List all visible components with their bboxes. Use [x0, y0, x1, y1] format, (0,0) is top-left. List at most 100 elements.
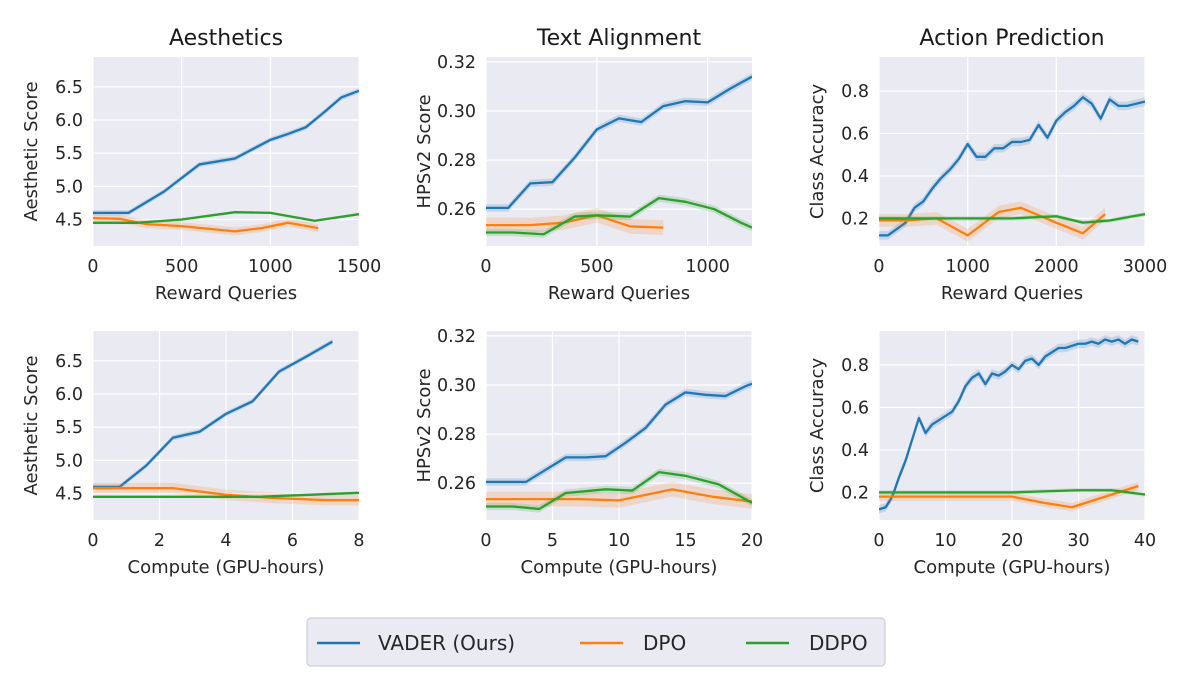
chart-title: Aesthetics	[169, 26, 283, 51]
series-line-ddpo	[486, 196, 752, 236]
x-tick-label: 1000	[945, 257, 990, 277]
y-tick-label: 0.4	[841, 441, 869, 461]
y-tick-label: 0.8	[841, 356, 869, 376]
series-line-dpo	[879, 206, 1106, 237]
x-tick-label: 4	[220, 531, 231, 551]
series-band-dpo	[879, 201, 1106, 242]
x-tick-label: 1500	[337, 257, 382, 277]
x-tick-label: 15	[674, 531, 696, 551]
x-axis-label: Reward Queries	[155, 283, 297, 304]
y-tick-label: 0.32	[437, 53, 476, 73]
chart-panel-5: 0 5 10 15 20 0.26 0.28 0.30 0.32 Compute (GPU-hou…	[414, 327, 763, 578]
chart-panel-1: 0 500 1000 1500 4.5 5.0 5.5 6.0 6.5 Aesthetics Rew…	[21, 26, 381, 304]
x-tick-label: 2000	[1034, 257, 1079, 277]
series-line-dpo	[93, 487, 359, 502]
x-axis-label: Compute (GPU-hours)	[914, 557, 1111, 578]
series-band-vader	[93, 338, 333, 490]
series-line-vader	[93, 89, 359, 214]
y-axis-label: HPSv2 Score	[414, 368, 435, 482]
y-tick-label: 6.5	[55, 352, 83, 372]
chart-panel-2: 0 500 1000 0.26 0.28 0.30 0.32 Text Alignment Re…	[414, 26, 752, 304]
y-tick-label: 0.30	[437, 376, 476, 396]
series-line-vader	[486, 382, 752, 484]
x-axis-label: Reward Queries	[548, 283, 690, 304]
y-axis-label: Class Accuracy	[807, 358, 828, 494]
legend-label-vader: VADER (Ours)	[378, 631, 515, 655]
x-axis-label: Reward Queries	[941, 283, 1083, 304]
x-tick-label: 0	[480, 531, 491, 551]
x-tick-label: 0	[87, 257, 98, 277]
series-group	[879, 335, 1145, 514]
x-axis-label: Compute (GPU-hours)	[521, 557, 718, 578]
x-tick-label: 30	[1067, 531, 1089, 551]
series-line-vader	[879, 338, 1139, 511]
y-tick-label: 5.0	[55, 177, 83, 197]
chart-title: Action Prediction	[919, 26, 1104, 51]
series-line-vader	[879, 96, 1145, 237]
series-line-ddpo	[486, 470, 752, 511]
panels: 0 500 1000 15004.55.05.56.06.5AestheticsRew…	[21, 26, 1167, 578]
x-tick-label: 5	[547, 531, 558, 551]
y-tick-label: 0.32	[437, 327, 476, 347]
series-line-dpo	[486, 488, 752, 503]
x-tick-label: 6	[287, 531, 298, 551]
y-tick-label: 0.28	[437, 151, 476, 171]
x-axis-label: Compute (GPU-hours)	[128, 557, 325, 578]
y-tick-label: 0.8	[841, 82, 869, 102]
y-tick-label: 0.30	[437, 102, 476, 122]
legend-label-dpo: DPO	[643, 631, 686, 655]
series-band-vader	[879, 93, 1145, 240]
x-tick-label: 0	[87, 531, 98, 551]
series-group	[93, 338, 359, 506]
chart-panel-3: 0 1000 2000 3000 0.2 0.4 0.6 0.8 Action Predicti…	[807, 26, 1167, 304]
y-axis-label: Aesthetic Score	[21, 355, 42, 495]
x-tick-label: 0	[480, 257, 491, 277]
series-group	[879, 93, 1145, 242]
y-tick-label: 5.5	[55, 418, 83, 438]
y-tick-label: 6.5	[55, 78, 83, 98]
series-group	[486, 72, 752, 238]
legend: VADER (Ours) DPO DDPO	[306, 617, 886, 667]
x-tick-label: 3000	[1123, 257, 1168, 277]
series-line-dpo	[879, 484, 1139, 509]
y-tick-label: 0.2	[841, 209, 869, 229]
series-band-dpo	[486, 207, 664, 235]
y-tick-label: 6.0	[55, 385, 83, 405]
y-axis-label: HPSv2 Score	[414, 94, 435, 208]
chart-title: Text Alignment	[536, 26, 702, 51]
x-tick-label: 500	[580, 257, 613, 277]
chart-panel-4: 0 2 4 6 8 4.5 5.0 5.5 6.0 6.5 Compute (GPU-hours) A…	[21, 331, 365, 578]
y-tick-label: 5.0	[55, 451, 83, 471]
x-tick-label: 1000	[685, 257, 730, 277]
x-tick-label: 20	[741, 531, 763, 551]
y-tick-label: 0.28	[437, 425, 476, 445]
x-tick-label: 1000	[248, 257, 293, 277]
x-tick-label: 2	[154, 531, 165, 551]
x-tick-label: 10	[934, 531, 956, 551]
y-tick-label: 5.5	[55, 144, 83, 164]
plot-area	[879, 57, 1145, 246]
y-tick-label: 4.5	[55, 484, 83, 504]
y-tick-label: 0.4	[841, 167, 869, 187]
y-tick-label: 6.0	[55, 111, 83, 131]
series-line-ddpo	[93, 491, 359, 498]
y-tick-label: 4.5	[55, 210, 83, 230]
chart-panel-6: 0 10 20 30 40 0.2 0.4 0.6 0.8 Compute (GPU-hours)…	[807, 331, 1156, 578]
series-group	[486, 380, 752, 513]
series-line-dpo	[93, 217, 319, 233]
y-tick-label: 0.2	[841, 483, 869, 503]
series-band-dpo	[93, 214, 319, 236]
x-tick-label: 0	[873, 257, 884, 277]
x-tick-label: 20	[1001, 531, 1023, 551]
y-tick-label: 0.6	[841, 124, 869, 144]
series-group	[93, 88, 359, 236]
x-tick-label: 8	[353, 531, 364, 551]
series-line-ddpo	[93, 211, 359, 224]
series-line-vader	[93, 340, 333, 488]
x-tick-label: 10	[608, 531, 630, 551]
x-tick-label: 40	[1134, 531, 1156, 551]
x-tick-label: 0	[873, 531, 884, 551]
x-tick-label: 500	[165, 257, 198, 277]
series-line-vader	[486, 75, 752, 210]
